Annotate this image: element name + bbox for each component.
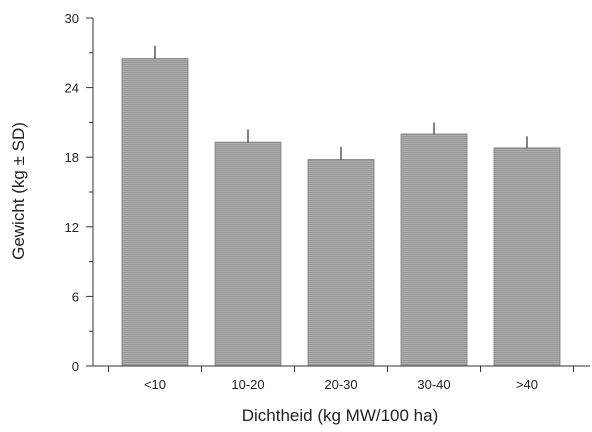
y-tick-label-4: 24 <box>65 81 79 96</box>
y-tick-label-2: 12 <box>65 220 79 235</box>
bar-0 <box>121 58 189 367</box>
y-ticks-group: 0 6 12 18 24 30 <box>65 11 93 374</box>
bars-group <box>121 58 561 367</box>
bar-2 <box>307 159 375 367</box>
bar-1 <box>214 141 282 367</box>
x-ticks-group: <10 10-20 20-30 30-40 >40 <box>108 366 574 392</box>
x-tick-label-2: 20-30 <box>324 377 357 392</box>
y-axis-title: Gewicht (kg ± SD) <box>9 122 28 260</box>
x-tick-label-4: >40 <box>516 377 538 392</box>
y-tick-label-1: 6 <box>72 289 79 304</box>
bar-4 <box>493 147 561 367</box>
x-tick-label-1: 10-20 <box>231 377 264 392</box>
x-tick-label-3: 30-40 <box>417 377 450 392</box>
y-tick-label-5: 30 <box>65 11 79 26</box>
y-tick-label-3: 18 <box>65 150 79 165</box>
bar-3 <box>400 133 468 367</box>
y-tick-label-0: 0 <box>72 359 79 374</box>
x-axis-title: Dichtheid (kg MW/100 ha) <box>242 406 439 425</box>
error-bars-group <box>154 45 528 160</box>
x-tick-label-0: <10 <box>144 377 166 392</box>
